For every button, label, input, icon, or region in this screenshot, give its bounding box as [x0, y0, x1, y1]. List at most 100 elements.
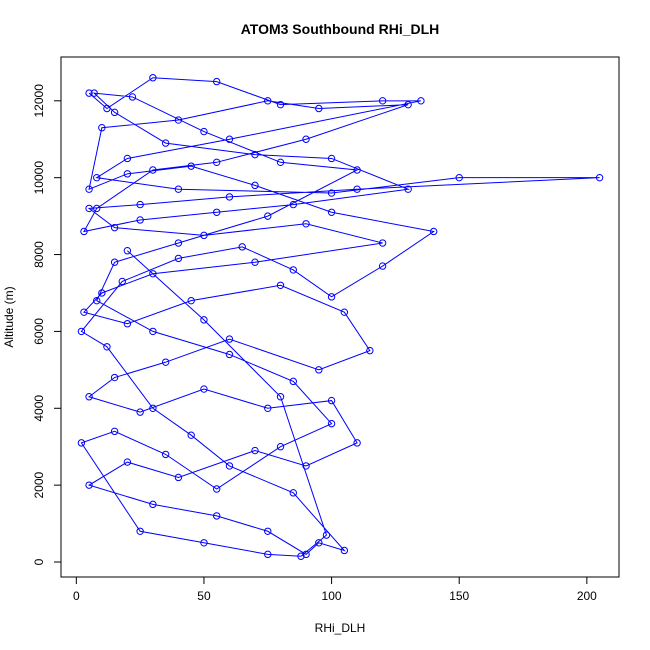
y-axis-label: Altitude (m): [2, 286, 16, 347]
point: [85, 393, 93, 401]
point: [302, 550, 310, 559]
point: [136, 408, 144, 416]
point: [110, 258, 119, 266]
point: [149, 500, 157, 509]
point: [161, 358, 170, 366]
y-tick-label: 6000: [32, 318, 46, 345]
point: [327, 208, 336, 216]
point: [174, 473, 183, 482]
point: [110, 223, 119, 232]
point: [225, 335, 234, 343]
point: [315, 366, 323, 374]
point: [225, 350, 234, 359]
point: [118, 277, 126, 286]
point: [187, 296, 195, 305]
point: [340, 308, 349, 316]
point: [366, 346, 374, 355]
y-tick-label: 4000: [32, 395, 46, 422]
point: [264, 97, 272, 105]
point: [322, 531, 331, 539]
point: [123, 458, 132, 466]
point: [187, 162, 195, 170]
point: [110, 373, 119, 382]
point: [200, 539, 208, 547]
point: [302, 135, 310, 143]
point: [77, 439, 86, 447]
point: [302, 462, 310, 470]
point: [327, 419, 336, 428]
point: [429, 227, 438, 236]
point: [378, 239, 387, 247]
point: [417, 97, 425, 105]
x-tick-label: 100: [322, 589, 342, 603]
point: [327, 396, 336, 405]
point: [225, 135, 234, 143]
point: [174, 116, 183, 124]
point: [93, 296, 101, 305]
point: [174, 185, 183, 193]
point: [276, 100, 285, 109]
point: [213, 512, 221, 520]
point: [187, 431, 195, 439]
point: [93, 204, 101, 213]
point: [353, 166, 361, 174]
point: [200, 316, 208, 324]
x-tick-label: 150: [449, 589, 469, 603]
point: [149, 327, 157, 336]
point: [264, 404, 272, 412]
point: [103, 343, 111, 351]
point: [200, 127, 208, 136]
point: [251, 150, 259, 159]
point: [136, 216, 144, 224]
point: [98, 124, 106, 132]
point: [136, 527, 144, 535]
point: [149, 404, 157, 412]
point: [251, 258, 259, 266]
point: [77, 327, 86, 336]
point: [98, 289, 106, 297]
point: [340, 546, 349, 555]
point: [378, 97, 387, 105]
point: [353, 439, 361, 447]
point: [213, 485, 221, 493]
point: [315, 104, 323, 113]
y-tick-label: 2000: [32, 471, 46, 498]
point: [80, 227, 88, 236]
point: [80, 308, 88, 316]
point: [85, 185, 93, 193]
point: [378, 262, 387, 270]
point: [264, 527, 272, 535]
point: [85, 204, 93, 213]
point: [276, 158, 285, 167]
point: [213, 158, 221, 167]
point: [90, 89, 98, 97]
point: [302, 220, 310, 228]
point: [136, 200, 144, 209]
point: [225, 193, 234, 201]
point: [149, 74, 157, 82]
point: [289, 489, 297, 497]
point: [200, 385, 208, 393]
point: [327, 189, 336, 197]
point: [327, 154, 336, 163]
point: [276, 443, 285, 451]
point: [213, 208, 221, 216]
point: [289, 377, 297, 386]
series-line: [80, 77, 600, 557]
point: [327, 293, 336, 301]
point: [161, 139, 170, 147]
point: [174, 254, 183, 263]
point: [85, 89, 93, 97]
point: [251, 181, 259, 190]
x-tick-label: 0: [73, 589, 80, 603]
point: [276, 281, 285, 289]
point: [353, 185, 361, 193]
point: [289, 266, 297, 274]
point: [225, 462, 234, 470]
point: [123, 320, 132, 328]
point: [264, 212, 272, 220]
point: [213, 77, 221, 86]
point: [93, 173, 101, 182]
point: [297, 552, 305, 560]
